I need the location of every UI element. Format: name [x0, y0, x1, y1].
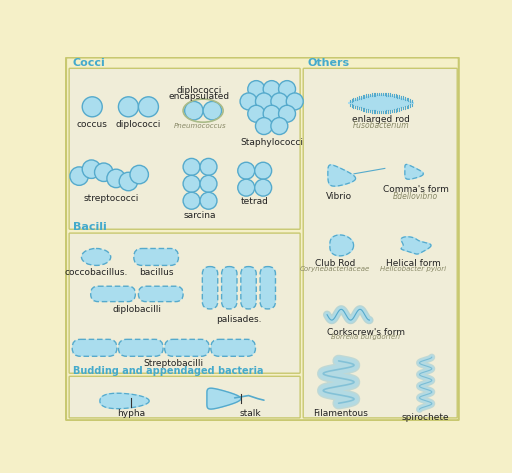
Circle shape	[200, 193, 217, 209]
Text: Comma's form: Comma's form	[382, 185, 449, 194]
Polygon shape	[405, 165, 423, 179]
Circle shape	[271, 118, 288, 134]
Circle shape	[82, 97, 102, 117]
FancyBboxPatch shape	[211, 339, 255, 356]
Text: encapsulated: encapsulated	[168, 92, 230, 101]
Ellipse shape	[81, 248, 111, 265]
Text: Borrelia burgdorferi: Borrelia burgdorferi	[331, 334, 400, 340]
FancyBboxPatch shape	[222, 267, 237, 309]
Circle shape	[118, 97, 138, 117]
FancyBboxPatch shape	[91, 286, 135, 302]
Circle shape	[263, 80, 280, 97]
FancyBboxPatch shape	[202, 267, 218, 309]
Circle shape	[255, 93, 272, 110]
Circle shape	[82, 160, 101, 178]
FancyBboxPatch shape	[165, 339, 209, 356]
Circle shape	[183, 175, 200, 193]
Polygon shape	[328, 165, 355, 186]
Circle shape	[240, 93, 257, 110]
FancyBboxPatch shape	[66, 58, 459, 420]
Polygon shape	[100, 393, 149, 409]
FancyBboxPatch shape	[118, 339, 163, 356]
Circle shape	[248, 80, 265, 97]
FancyBboxPatch shape	[134, 248, 179, 265]
Text: Cocci: Cocci	[73, 58, 106, 68]
Text: coccobacillus.: coccobacillus.	[65, 268, 128, 277]
Circle shape	[279, 80, 295, 97]
FancyBboxPatch shape	[69, 377, 300, 418]
Circle shape	[238, 179, 254, 196]
Text: Pneumococcus: Pneumococcus	[174, 123, 226, 129]
Text: Club Rod: Club Rod	[314, 259, 355, 268]
Text: bacillus: bacillus	[139, 268, 174, 277]
Text: Helical form: Helical form	[386, 259, 441, 268]
Text: Others: Others	[307, 58, 349, 68]
Text: Vibrio: Vibrio	[326, 192, 352, 201]
Text: palisades.: palisades.	[216, 315, 261, 324]
Circle shape	[271, 93, 288, 110]
Circle shape	[254, 179, 272, 196]
Text: streptococci: streptococci	[84, 194, 139, 203]
FancyBboxPatch shape	[303, 68, 457, 418]
Circle shape	[130, 166, 148, 184]
Text: coccus: coccus	[77, 120, 108, 129]
Circle shape	[203, 101, 222, 120]
Text: hypha: hypha	[117, 409, 145, 418]
Text: Bacili: Bacili	[73, 222, 106, 232]
FancyBboxPatch shape	[260, 267, 275, 309]
Circle shape	[185, 101, 203, 120]
Circle shape	[286, 93, 303, 110]
FancyBboxPatch shape	[138, 286, 183, 302]
Text: stalk: stalk	[239, 409, 261, 418]
Text: enlarged rod: enlarged rod	[352, 115, 410, 124]
Text: diplococci: diplococci	[116, 120, 161, 129]
Text: Fusobacterium: Fusobacterium	[353, 122, 409, 131]
Polygon shape	[348, 95, 414, 111]
FancyBboxPatch shape	[241, 267, 256, 309]
FancyBboxPatch shape	[72, 339, 117, 356]
Circle shape	[238, 162, 254, 179]
Circle shape	[200, 175, 217, 193]
Text: Staphylococci: Staphylococci	[240, 139, 303, 148]
Text: Budding and appendaged bacteria: Budding and appendaged bacteria	[73, 366, 264, 376]
Text: Bdellovibrio: Bdellovibrio	[393, 192, 438, 201]
Circle shape	[255, 118, 272, 134]
FancyBboxPatch shape	[69, 68, 300, 229]
Circle shape	[279, 105, 295, 122]
Circle shape	[248, 105, 265, 122]
Text: Streptobacilli: Streptobacilli	[143, 359, 203, 368]
Circle shape	[183, 158, 200, 175]
Text: Filamentous: Filamentous	[313, 410, 368, 419]
Polygon shape	[401, 237, 431, 254]
FancyBboxPatch shape	[69, 233, 300, 373]
Circle shape	[183, 193, 200, 209]
Text: spirochete: spirochete	[402, 413, 450, 422]
Text: tetrad: tetrad	[241, 197, 269, 206]
Circle shape	[138, 97, 158, 117]
Circle shape	[263, 105, 280, 122]
Polygon shape	[207, 388, 241, 409]
Circle shape	[200, 158, 217, 175]
Text: diplobacilli: diplobacilli	[113, 305, 161, 314]
Text: sarcina: sarcina	[184, 211, 216, 220]
Circle shape	[254, 162, 272, 179]
Polygon shape	[330, 235, 354, 256]
Text: diplococci: diplococci	[177, 86, 222, 95]
Circle shape	[119, 172, 138, 191]
Text: Corkscrew's form: Corkscrew's form	[327, 328, 404, 337]
Circle shape	[70, 167, 89, 185]
Circle shape	[95, 163, 113, 182]
Text: Corynebacteriaceae: Corynebacteriaceae	[300, 265, 370, 272]
Text: Helicobacter pylori: Helicobacter pylori	[380, 265, 446, 272]
Circle shape	[107, 169, 125, 188]
